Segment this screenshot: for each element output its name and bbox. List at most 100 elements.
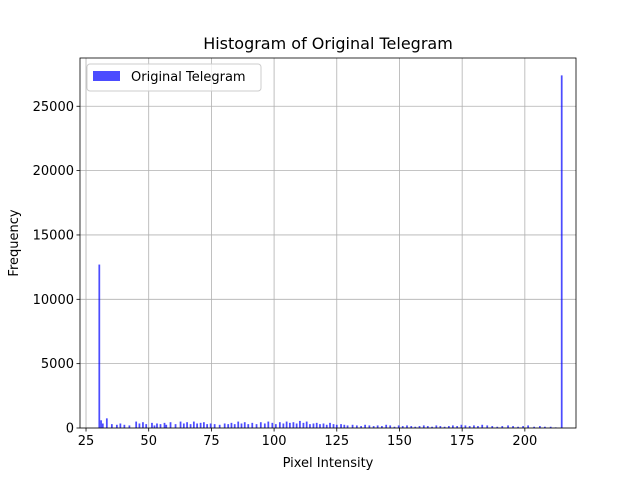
histogram-bar	[315, 422, 318, 428]
chart-title: Histogram of Original Telegram	[203, 34, 453, 53]
histogram-bar	[292, 422, 295, 428]
histogram-bar	[192, 421, 195, 428]
histogram-bar	[372, 426, 375, 428]
histogram-bar	[153, 425, 156, 428]
histogram-bar	[560, 75, 563, 429]
histogram-bar	[169, 422, 172, 428]
histogram-bar	[491, 426, 494, 428]
histogram-bar	[196, 423, 198, 428]
histogram-bar	[360, 426, 362, 428]
histogram-bar	[439, 426, 442, 428]
histogram-bar	[101, 423, 104, 428]
histogram-bar	[202, 422, 205, 428]
y-tick-label: 10000	[33, 293, 74, 308]
histogram-bar	[322, 423, 325, 428]
histogram-bar	[477, 426, 479, 428]
histogram-bar	[533, 426, 536, 428]
histogram-bar	[105, 418, 108, 428]
histogram-bar	[332, 424, 335, 428]
histogram-bar	[468, 426, 471, 428]
histogram-bar	[213, 424, 216, 428]
histogram-bar	[271, 422, 274, 428]
x-tick-label: 50	[140, 434, 157, 449]
x-tick-label: 125	[324, 434, 349, 449]
histogram-bar	[302, 422, 305, 428]
histogram-bar	[267, 421, 270, 428]
histogram-bar	[414, 426, 417, 428]
histogram-bar	[174, 424, 177, 428]
histogram-bars	[98, 75, 563, 429]
histogram-bar	[496, 426, 499, 428]
histogram-bar	[295, 423, 298, 428]
histogram-bar	[426, 426, 429, 428]
histogram-bar	[274, 424, 277, 428]
histogram-bar	[218, 424, 221, 428]
histogram-bar	[199, 422, 202, 428]
histogram-bar	[481, 424, 484, 428]
histogram-bar	[527, 425, 529, 428]
histogram-bar	[397, 425, 400, 428]
histogram-bar	[389, 425, 392, 428]
histogram-bar	[243, 422, 246, 428]
x-tick-label: 200	[512, 434, 537, 449]
histogram-bar	[325, 424, 328, 428]
histogram-bar	[512, 426, 514, 428]
histogram-bar	[460, 424, 463, 428]
histogram-bar	[507, 425, 509, 428]
histogram-bar	[501, 426, 504, 428]
plot-frame	[79, 57, 577, 429]
legend-swatch	[93, 71, 120, 81]
histogram-bar	[381, 426, 383, 428]
x-tick-label: 25	[78, 434, 95, 449]
histogram-bar	[251, 422, 254, 428]
histogram-bar	[443, 426, 446, 428]
histogram-bar	[305, 421, 308, 428]
histogram-bar	[401, 426, 404, 428]
histogram-bar	[343, 424, 346, 428]
histogram-bar	[522, 426, 524, 428]
histogram-bar	[135, 421, 138, 428]
histogram-bar	[263, 423, 266, 428]
histogram-bar	[486, 425, 489, 428]
histogram-bar	[186, 422, 188, 428]
x-tick-label: 175	[450, 434, 475, 449]
histogram-bar	[230, 422, 233, 428]
histogram-bar	[340, 424, 342, 428]
histogram-bar	[464, 425, 467, 428]
histogram-bar	[206, 424, 209, 428]
plot-background	[80, 58, 576, 428]
histogram-bar	[110, 424, 113, 428]
histogram-bar	[209, 423, 212, 428]
plot-area: 25 50 75 100 125 150 175 200 0 5000 10000 15000 200…	[33, 57, 577, 449]
histogram-bar	[473, 425, 475, 428]
histogram-bar	[431, 426, 433, 428]
histogram-bar	[237, 421, 240, 428]
histogram-bar	[422, 425, 425, 428]
x-axis-ticks: 25 50 75 100 125 150 175 200	[78, 428, 537, 449]
legend-label: Original Telegram	[131, 70, 246, 85]
histogram-bar	[145, 424, 148, 428]
histogram-bar	[179, 421, 182, 428]
y-tick-label: 0	[66, 422, 74, 437]
histogram-bar	[364, 424, 366, 428]
histogram-bar	[227, 424, 230, 428]
histogram-bar	[163, 422, 166, 428]
histogram-bar	[544, 426, 546, 428]
histogram-bar	[312, 423, 315, 428]
histogram-bar	[447, 426, 450, 428]
histogram-bar	[393, 426, 396, 428]
legend: Original Telegram	[86, 63, 262, 92]
histogram-bar	[128, 425, 131, 428]
histogram-bar	[123, 424, 126, 428]
histogram-bar	[165, 424, 168, 428]
histogram-bar	[299, 420, 301, 428]
legend-box	[86, 63, 262, 92]
y-tick-label: 15000	[33, 228, 74, 243]
histogram-bar	[159, 424, 162, 428]
histogram-bar	[406, 425, 408, 428]
histogram-bar	[115, 424, 118, 428]
histogram-bar	[435, 425, 438, 428]
histogram-bar	[142, 422, 144, 428]
histogram-bar	[452, 425, 454, 428]
